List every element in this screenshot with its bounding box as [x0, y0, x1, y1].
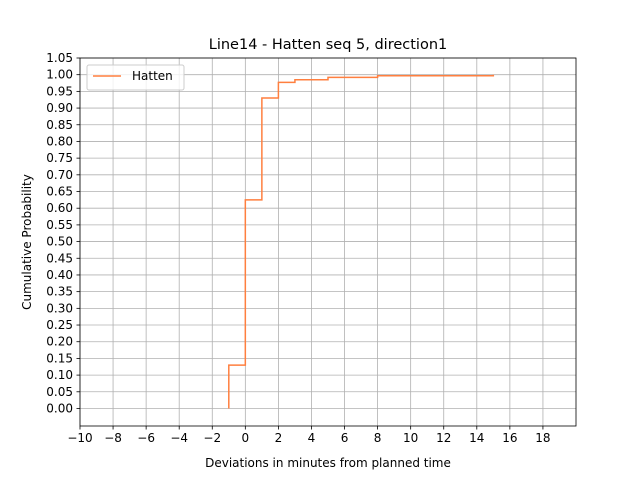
y-tick-label: 1.00 — [46, 68, 73, 82]
y-tick-label: 0.30 — [46, 301, 73, 315]
x-tick-label: 8 — [374, 431, 382, 445]
x-tick-label: 0 — [242, 431, 250, 445]
y-tick-label: 0.70 — [46, 168, 73, 182]
series-layer — [228, 74, 495, 409]
x-tick-label: 2 — [275, 431, 283, 445]
x-tick-label: 16 — [502, 431, 517, 445]
y-axis: 0.00 0.05 0.10 0.15 0.20 0.25 0.30 0.35 0.40 0.45… — [46, 51, 80, 415]
legend-box — [86, 64, 185, 91]
y-tick-label: 0.65 — [46, 185, 73, 199]
y-tick-label: 0.50 — [46, 235, 73, 249]
plot-frame — [79, 57, 577, 427]
y-tick-label: 0.20 — [46, 335, 73, 349]
y-tick-label: 0.40 — [46, 268, 73, 282]
series-line-hatten — [228, 74, 495, 409]
x-tick-label: −10 — [67, 431, 92, 445]
y-tick-label: 0.80 — [46, 134, 73, 148]
y-tick-label: 0.25 — [46, 318, 73, 332]
y-tick-label: 0.45 — [46, 251, 73, 265]
y-axis-label: Cumulative Probability — [20, 174, 34, 310]
x-axis-label: Deviations in minutes from planned time — [205, 456, 451, 470]
y-tick-label: 0.35 — [46, 285, 73, 299]
y-tick-label: 0.15 — [46, 351, 73, 365]
y-tick-label: 0.00 — [46, 401, 73, 415]
x-tick-label: −8 — [104, 431, 122, 445]
grid — [79, 57, 576, 426]
legend: Hatten — [86, 64, 185, 91]
y-tick-label: 1.05 — [46, 51, 73, 65]
x-tick-label: −2 — [203, 431, 221, 445]
y-tick-label: 0.75 — [46, 151, 73, 165]
x-tick-label: −6 — [137, 431, 155, 445]
y-tick-label: 0.95 — [46, 84, 73, 98]
y-tick-label: 0.85 — [46, 118, 73, 132]
x-axis: −10 −8 −6 −4 −2 0 2 4 6 8 10 12 14 16 18 — [67, 426, 551, 445]
x-tick-label: 14 — [469, 431, 484, 445]
y-tick-label: 0.60 — [46, 201, 73, 215]
x-tick-label: −4 — [170, 431, 188, 445]
x-tick-label: 4 — [308, 431, 316, 445]
y-tick-label: 0.05 — [46, 385, 73, 399]
x-tick-label: 10 — [403, 431, 418, 445]
y-tick-label: 0.90 — [46, 101, 73, 115]
legend-label-hatten: Hatten — [132, 69, 173, 83]
chart-title: Line14 - Hatten seq 5, direction1 — [209, 37, 448, 53]
x-tick-label: 6 — [341, 431, 349, 445]
x-tick-label: 18 — [535, 431, 550, 445]
y-tick-label: 0.10 — [46, 368, 73, 382]
x-tick-label: 12 — [436, 431, 451, 445]
y-tick-label: 0.55 — [46, 218, 73, 232]
